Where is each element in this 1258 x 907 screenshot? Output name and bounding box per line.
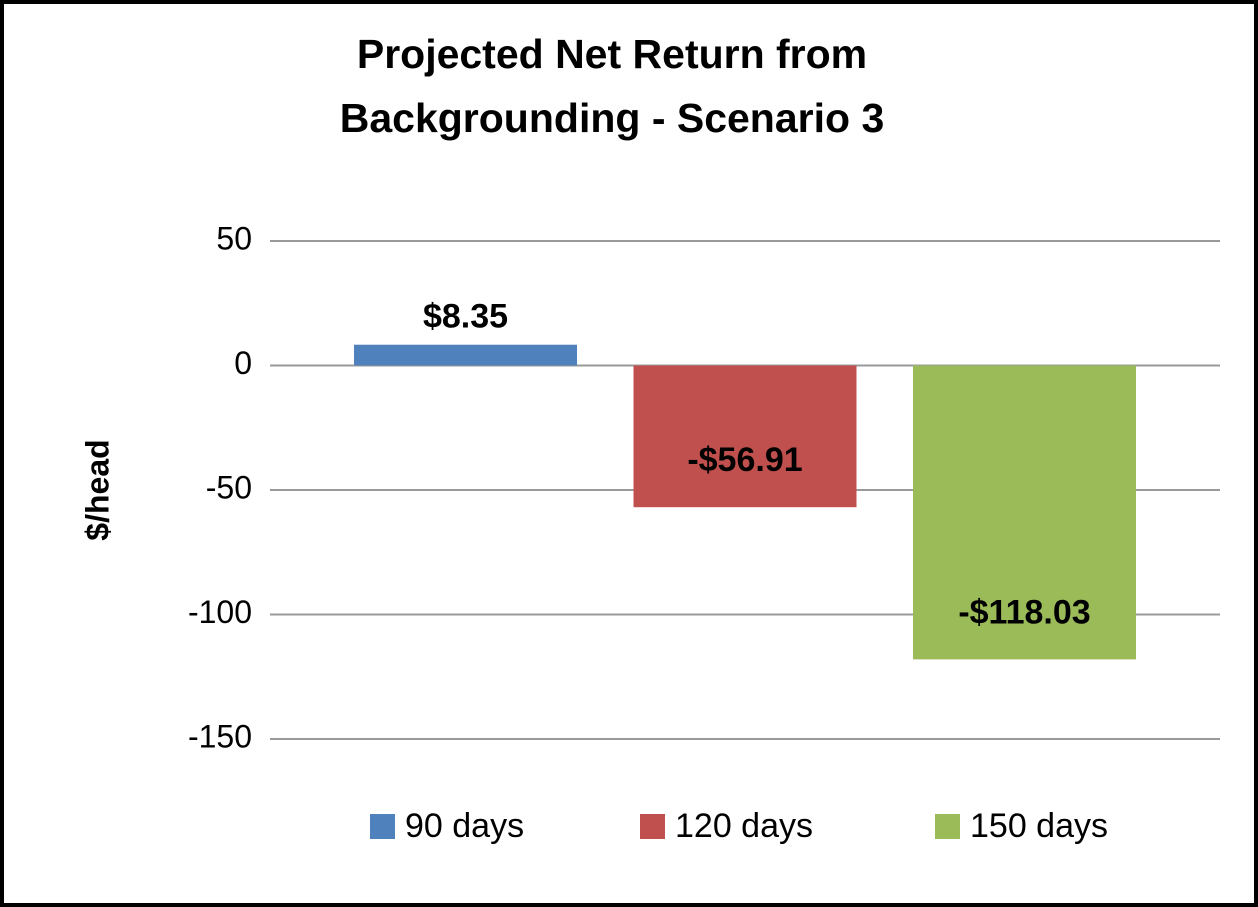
bar — [354, 344, 577, 366]
legend-swatch — [935, 814, 960, 839]
legend-swatch — [640, 814, 665, 839]
bar — [913, 365, 1136, 660]
data-label: -$118.03 — [958, 593, 1090, 631]
bar — [633, 365, 857, 508]
legend-label: 150 days — [970, 807, 1108, 845]
y-tick-label: -50 — [206, 469, 252, 505]
y-tick-label: -150 — [188, 718, 252, 754]
y-tick-label: 0 — [234, 345, 252, 381]
data-label: -$56.91 — [687, 441, 802, 479]
chart-title: Projected Net Return from Backgrounding … — [339, 31, 885, 141]
y-tick-label: -100 — [188, 594, 252, 630]
y-tick-label: 50 — [216, 220, 252, 256]
legend-label: 90 days — [405, 807, 524, 845]
legend-swatch — [370, 814, 395, 839]
data-label: $8.35 — [423, 298, 508, 336]
legend-label: 120 days — [675, 807, 813, 845]
y-axis-label: $/head — [79, 439, 115, 540]
